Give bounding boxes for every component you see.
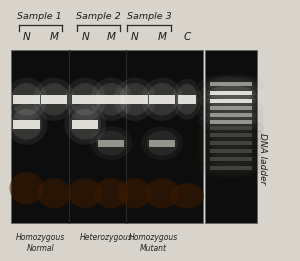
Bar (11, 50, 203, 223)
Ellipse shape (172, 79, 202, 120)
Ellipse shape (70, 109, 101, 140)
Ellipse shape (33, 78, 75, 121)
Bar (205, 50, 257, 223)
Ellipse shape (94, 178, 128, 208)
Ellipse shape (145, 178, 179, 208)
Text: M: M (158, 32, 167, 42)
Ellipse shape (198, 75, 265, 94)
Ellipse shape (206, 114, 256, 129)
Ellipse shape (6, 104, 47, 145)
Text: Sample 3: Sample 3 (127, 12, 172, 21)
Bar (14, 120, 40, 129)
Ellipse shape (64, 78, 106, 121)
Ellipse shape (176, 84, 198, 115)
Ellipse shape (70, 83, 101, 116)
Ellipse shape (96, 130, 127, 156)
Ellipse shape (206, 86, 256, 100)
Ellipse shape (206, 108, 256, 122)
Ellipse shape (206, 152, 256, 166)
Bar (98, 95, 124, 104)
Ellipse shape (170, 183, 204, 208)
Bar (178, 95, 196, 104)
Bar (14, 95, 40, 104)
Bar (122, 95, 148, 104)
Ellipse shape (147, 83, 178, 116)
Bar (211, 166, 252, 170)
Ellipse shape (114, 78, 156, 121)
Ellipse shape (119, 83, 151, 116)
Text: Heterozygous: Heterozygous (80, 233, 133, 242)
Ellipse shape (141, 126, 183, 160)
Ellipse shape (38, 83, 70, 116)
Bar (211, 99, 252, 103)
Ellipse shape (90, 126, 132, 160)
Bar (41, 95, 67, 104)
Ellipse shape (198, 98, 265, 118)
Text: N: N (22, 32, 30, 42)
Ellipse shape (198, 84, 265, 103)
Bar (211, 120, 252, 124)
Ellipse shape (147, 130, 178, 156)
Bar (211, 113, 252, 117)
Ellipse shape (206, 128, 256, 142)
Text: DNA ladder: DNA ladder (258, 133, 267, 185)
Bar (72, 95, 98, 104)
Bar (211, 106, 252, 110)
Bar (211, 82, 252, 86)
Ellipse shape (96, 83, 127, 116)
Bar (72, 120, 98, 129)
Text: Sample 2: Sample 2 (76, 12, 121, 21)
Ellipse shape (198, 126, 265, 145)
Ellipse shape (141, 78, 183, 121)
Bar (211, 133, 252, 137)
Bar (211, 157, 252, 161)
Ellipse shape (206, 161, 256, 175)
Text: Homozygous
Mutant: Homozygous Mutant (128, 233, 178, 253)
Ellipse shape (198, 159, 265, 178)
Ellipse shape (11, 83, 42, 116)
Ellipse shape (198, 150, 265, 169)
Text: Homozygous
Normal: Homozygous Normal (16, 233, 65, 253)
Ellipse shape (198, 118, 265, 138)
Ellipse shape (11, 109, 42, 140)
Ellipse shape (206, 77, 256, 91)
Text: M: M (107, 32, 116, 42)
Bar (149, 95, 175, 104)
Ellipse shape (68, 178, 102, 208)
Bar (211, 149, 252, 153)
Text: Sample 1: Sample 1 (17, 12, 62, 21)
Text: N: N (131, 32, 139, 42)
Ellipse shape (90, 78, 132, 121)
Bar (211, 126, 252, 130)
Ellipse shape (206, 135, 256, 150)
Ellipse shape (6, 78, 47, 121)
Ellipse shape (10, 172, 44, 205)
Text: N: N (81, 32, 89, 42)
Ellipse shape (198, 91, 265, 110)
Ellipse shape (206, 121, 256, 135)
Ellipse shape (198, 112, 265, 131)
Bar (98, 140, 124, 147)
Text: C: C (183, 32, 190, 42)
Ellipse shape (118, 178, 152, 208)
Ellipse shape (37, 178, 71, 208)
Bar (149, 140, 175, 147)
Ellipse shape (206, 93, 256, 108)
Ellipse shape (64, 104, 106, 145)
Bar (211, 91, 252, 95)
Ellipse shape (206, 144, 256, 158)
Ellipse shape (198, 133, 265, 152)
Bar (211, 141, 252, 145)
Text: M: M (50, 32, 58, 42)
Ellipse shape (206, 101, 256, 115)
Ellipse shape (198, 141, 265, 160)
Ellipse shape (198, 105, 265, 125)
